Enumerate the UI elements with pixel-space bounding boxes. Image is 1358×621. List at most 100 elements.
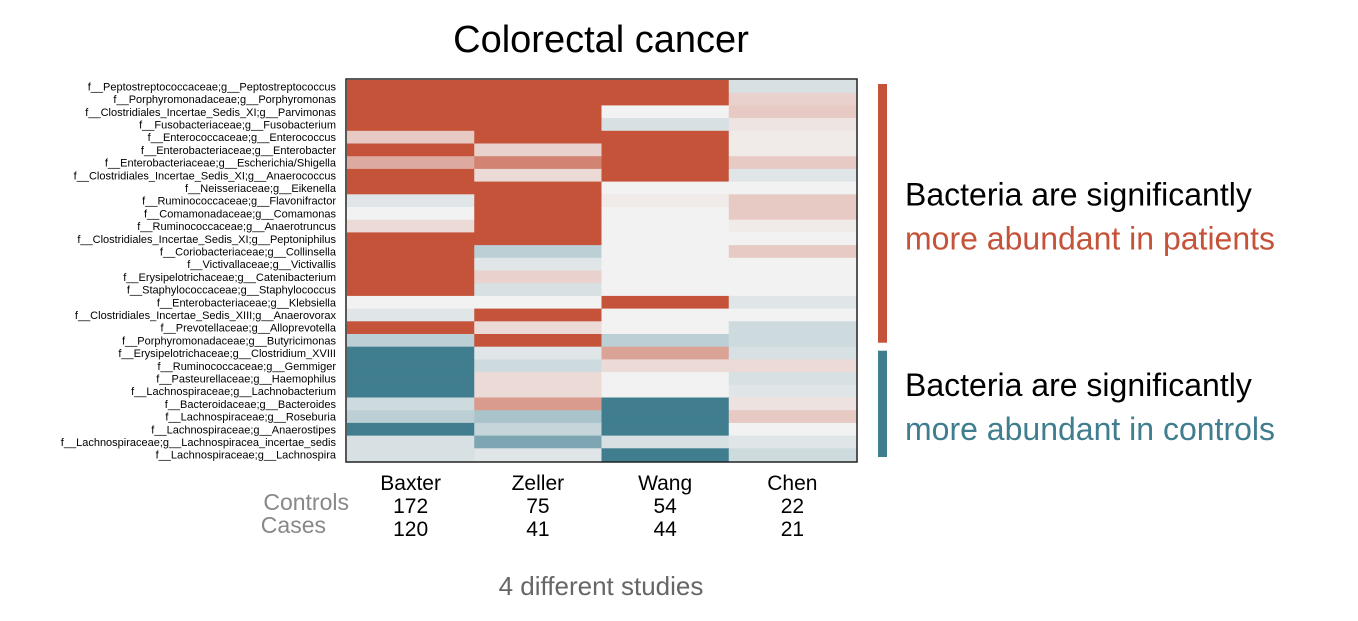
heatmap-cell (728, 245, 857, 259)
heatmap-cell (601, 422, 730, 437)
heatmap-cell (474, 80, 603, 94)
heatmap-cell (474, 130, 603, 145)
row-label: f__Erysipelotrichaceae;g__Catenibacteriu… (123, 272, 336, 284)
controls-count: 172 (393, 495, 428, 518)
heatmap-cell (474, 92, 603, 106)
heatmap-cell (474, 270, 603, 284)
row-label: f__Lachnospiraceae;g__Lachnospiracea_inc… (61, 437, 337, 449)
row-label: f__Enterobacteriaceae;g__Enterobacter (141, 145, 336, 157)
heatmap-cell (474, 168, 603, 183)
heatmap-cell (347, 130, 475, 145)
row-label: f__Porphyromonadaceae;g__Porphyromonas (113, 94, 336, 106)
heatmap-cell (728, 156, 857, 170)
heatmap-cell (347, 219, 475, 233)
heatmap-cell (347, 232, 475, 246)
row-label: f__Clostridiales_Incertae_Sedis_XIII;g__… (75, 310, 337, 322)
heatmap-cell (601, 397, 730, 411)
heatmap-cell (347, 372, 475, 386)
heatmap-cell (601, 181, 730, 195)
heatmap-cell (601, 295, 730, 310)
row-label: f__Neisseriaceae;g__Eikenella (185, 183, 337, 195)
cases-count: 120 (393, 518, 428, 541)
heatmap-cell (728, 219, 857, 233)
row-label: f__Clostridiales_Incertae_Sedis_XI;g__Pe… (77, 234, 336, 246)
row-label: f__Lachnospiraceae;g__Lachnobacterium (131, 386, 336, 398)
heatmap-cell (601, 308, 730, 322)
heatmap-cell (474, 232, 603, 246)
heatmap-cell (347, 194, 475, 208)
row-labels: f__Peptostreptococcaceae;g__Peptostrepto… (61, 81, 337, 461)
heatmap-cell (474, 308, 603, 322)
row-label: f__Clostridiales_Incertae_Sedis_XI;g__Pa… (85, 107, 336, 119)
row-label: f__Lachnospiraceae;g__Roseburia (165, 412, 337, 424)
heatmap-cell (474, 207, 603, 221)
heatmap-cell (347, 397, 475, 411)
heatmap-cell (474, 219, 603, 233)
chart-title: Colorectal cancer (453, 19, 749, 61)
heatmap-cell (347, 207, 475, 221)
heatmap-cell (601, 410, 730, 424)
heatmap-cell (601, 435, 730, 449)
heatmap-cell (347, 105, 475, 119)
annotation-line1: Bacteria are significantly (905, 367, 1252, 403)
heatmap-cell (601, 283, 730, 297)
heatmap-cell (601, 80, 730, 94)
heatmap-cell (347, 295, 475, 310)
heatmap-cell (474, 245, 603, 259)
heatmap-cell (347, 321, 475, 335)
row-label: f__Enterobacteriaceae;g__Escherichia/Shi… (105, 158, 337, 170)
column-label: Zeller (512, 472, 565, 495)
heatmap-cell (347, 448, 475, 462)
heatmap-cell (728, 80, 857, 94)
row-label: f__Lachnospiraceae;g__Lachnospira (156, 450, 337, 462)
controls-count: 54 (653, 495, 677, 518)
heatmap-cell (601, 359, 730, 373)
heatmap-cell (728, 130, 857, 145)
heatmap-cell (601, 194, 730, 208)
heatmap-cell (347, 283, 475, 297)
heatmap-cell (474, 334, 603, 348)
heatmap-cell (728, 143, 857, 157)
heatmap-cell (728, 207, 857, 221)
heatmap-cell (347, 245, 475, 259)
row-label: f__Enterobacteriaceae;g__Klebsiella (157, 297, 337, 309)
heatmap-cell (728, 346, 857, 360)
heatmap-cell (474, 448, 603, 462)
controls-count: 75 (526, 495, 549, 518)
heatmap-cell (601, 92, 730, 106)
cases-label: Cases (261, 512, 326, 538)
column-label: Wang (638, 472, 692, 495)
heatmap-cell (474, 118, 603, 132)
column-label: Baxter (380, 472, 441, 495)
heatmap-cell (474, 422, 603, 437)
chart-caption: 4 different studies (499, 571, 704, 601)
row-label: f__Ruminococcaceae;g__Flavonifractor (142, 196, 336, 208)
heatmap-cell (728, 410, 857, 424)
heatmap-cell (728, 359, 857, 373)
column-labels: Baxter Zeller Wang Chen (380, 472, 817, 495)
heatmap-cell (601, 346, 730, 360)
heatmap-cell (347, 168, 475, 183)
row-label: f__Coriobacteriaceae;g__Collinsella (160, 246, 337, 258)
heatmap-cell (728, 194, 857, 208)
row-label: f__Porphyromonadaceae;g__Butyricimonas (122, 335, 337, 347)
heatmap-cell (728, 422, 857, 437)
heatmap-cell (728, 448, 857, 462)
heatmap-cell (474, 359, 603, 373)
heatmap-cell (601, 372, 730, 386)
heatmap-cell (601, 232, 730, 246)
heatmap-cell (601, 143, 730, 157)
cases-count: 21 (781, 518, 804, 541)
heatmap-cell (347, 80, 475, 94)
column-label: Chen (767, 472, 817, 495)
heatmap-cell (728, 435, 857, 449)
heatmap-cell (728, 384, 857, 399)
heatmap-cell (474, 257, 603, 272)
heatmap-cell (728, 257, 857, 272)
heatmap-cell (601, 448, 730, 462)
row-label: f__Ruminococcaceae;g__Anaerotruncus (137, 221, 336, 233)
heatmap-cell (347, 334, 475, 348)
heatmap-cell (728, 308, 857, 322)
heatmap-cell (728, 232, 857, 246)
